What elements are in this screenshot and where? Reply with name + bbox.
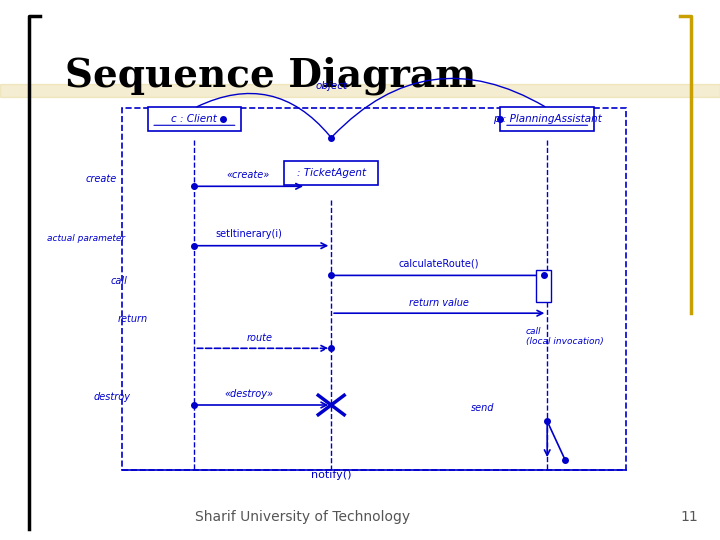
Text: Sharif University of Technology: Sharif University of Technology bbox=[195, 510, 410, 524]
Text: «create»: «create» bbox=[227, 170, 270, 180]
Bar bbox=[284, 160, 378, 185]
Text: destroy: destroy bbox=[93, 392, 130, 402]
Text: call
(local invocation): call (local invocation) bbox=[526, 327, 603, 346]
Bar bbox=[122, 108, 626, 470]
Text: c : Client: c : Client bbox=[171, 114, 217, 124]
Text: create: create bbox=[85, 173, 117, 184]
Bar bbox=[0, 84, 720, 97]
Text: return: return bbox=[118, 314, 148, 324]
Text: route: route bbox=[246, 333, 272, 343]
Bar bbox=[536, 270, 551, 302]
Text: «destroy»: «destroy» bbox=[224, 388, 273, 399]
Text: notify(): notify() bbox=[311, 470, 351, 480]
Text: : TicketAgent: : TicketAgent bbox=[297, 168, 366, 178]
Text: send: send bbox=[471, 403, 494, 413]
Text: calculateRoute(): calculateRoute() bbox=[399, 259, 480, 269]
Bar bbox=[500, 106, 594, 131]
Text: Sequence Diagram: Sequence Diagram bbox=[65, 57, 476, 95]
Text: actual parameter: actual parameter bbox=[48, 234, 125, 243]
Text: return value: return value bbox=[409, 298, 469, 308]
Text: setItinerary(i): setItinerary(i) bbox=[215, 229, 282, 239]
Text: call: call bbox=[110, 276, 127, 286]
Bar bbox=[148, 106, 241, 131]
Text: 11: 11 bbox=[680, 510, 698, 524]
Text: object: object bbox=[315, 82, 347, 91]
Text: p : PlanningAssistant: p : PlanningAssistant bbox=[492, 114, 602, 124]
